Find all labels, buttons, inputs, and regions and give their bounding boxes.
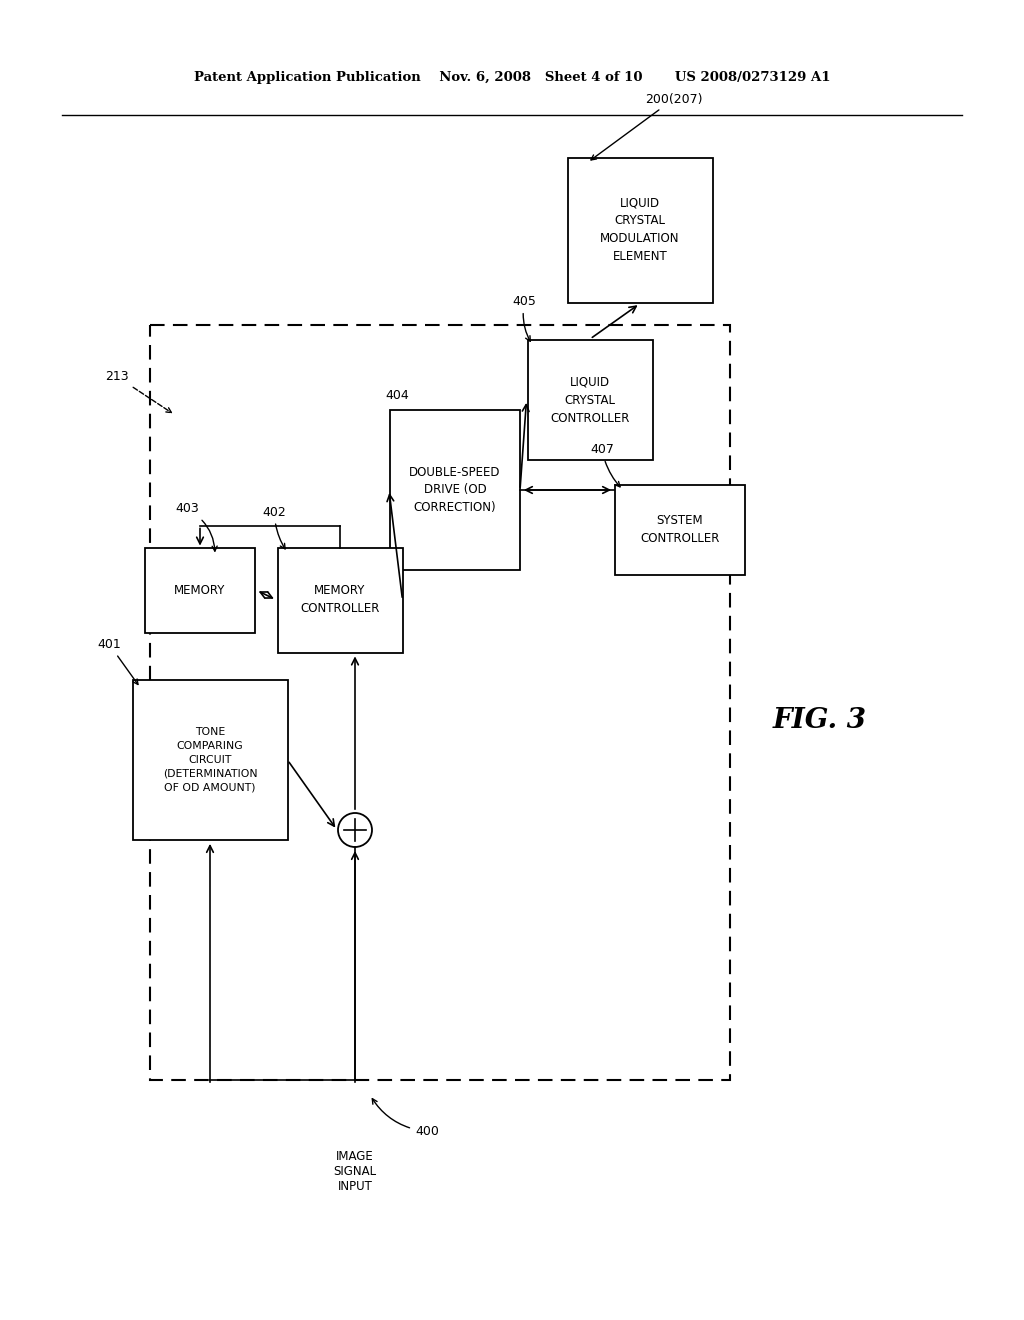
Text: DOUBLE-SPEED
DRIVE (OD
CORRECTION): DOUBLE-SPEED DRIVE (OD CORRECTION): [410, 466, 501, 515]
Bar: [278, 548, 402, 652]
Bar: [527, 341, 652, 459]
Text: LIQUID
CRYSTAL
MODULATION
ELEMENT: LIQUID CRYSTAL MODULATION ELEMENT: [600, 197, 680, 264]
Bar: [145, 548, 255, 632]
Text: MEMORY
CONTROLLER: MEMORY CONTROLLER: [300, 585, 380, 615]
Text: 401: 401: [97, 638, 138, 685]
Text: LIQUID
CRYSTAL
CONTROLLER: LIQUID CRYSTAL CONTROLLER: [550, 375, 630, 425]
Text: 400: 400: [373, 1098, 439, 1138]
Bar: [615, 484, 745, 576]
Text: 402: 402: [262, 506, 287, 549]
Text: 403: 403: [175, 503, 217, 552]
Text: SYSTEM
CONTROLLER: SYSTEM CONTROLLER: [640, 515, 720, 545]
Text: 407: 407: [590, 444, 621, 487]
Text: IMAGE
SIGNAL
INPUT: IMAGE SIGNAL INPUT: [334, 1150, 377, 1193]
Text: 405: 405: [512, 294, 537, 342]
Text: 213: 213: [105, 370, 171, 413]
Text: MEMORY: MEMORY: [174, 583, 225, 597]
Text: FIG. 3: FIG. 3: [773, 706, 867, 734]
Text: 200(207): 200(207): [591, 92, 702, 160]
Text: 404: 404: [385, 389, 409, 403]
Text: TONE
COMPARING
CIRCUIT
(DETERMINATION
OF OD AMOUNT): TONE COMPARING CIRCUIT (DETERMINATION OF…: [163, 727, 257, 793]
Bar: [567, 157, 713, 302]
Text: Patent Application Publication    Nov. 6, 2008   Sheet 4 of 10       US 2008/027: Patent Application Publication Nov. 6, 2…: [194, 71, 830, 84]
Bar: [132, 680, 288, 840]
Bar: [390, 411, 520, 570]
Bar: [150, 325, 730, 1080]
